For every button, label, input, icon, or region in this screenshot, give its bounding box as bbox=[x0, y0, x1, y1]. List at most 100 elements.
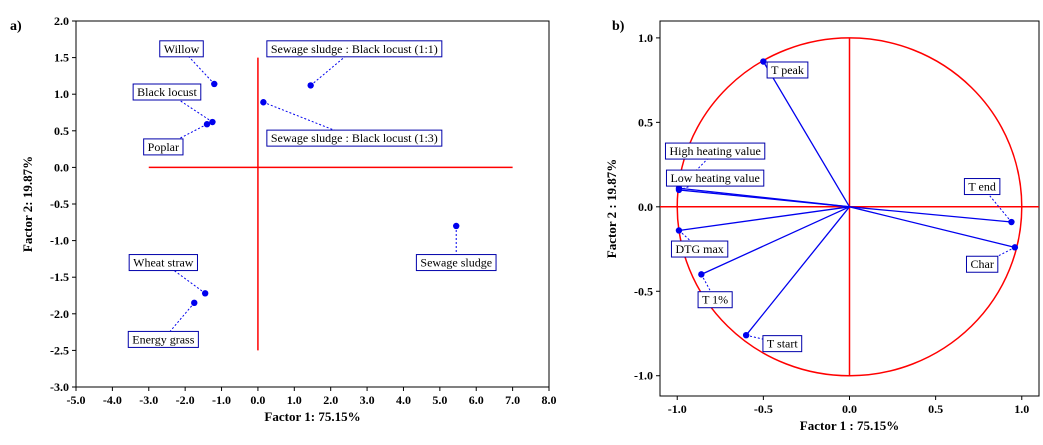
point-label-text: Char bbox=[970, 257, 993, 271]
loading-vector bbox=[701, 206, 850, 275]
panel-b: b) -1.0 -0.5 0.0 0.5 1.0 1.0 0.5 0.0 -0.5 -1.0 Fact… bbox=[604, 19, 1040, 433]
x-tick-label: 1.0 bbox=[287, 393, 302, 407]
data-point bbox=[209, 118, 216, 126]
point-label: Energy grass bbox=[127, 330, 199, 348]
x-tick-label: 6.0 bbox=[469, 393, 484, 407]
data-point bbox=[307, 82, 314, 89]
x-tick-label: 2.0 bbox=[323, 393, 338, 407]
point-label-text: Sewage sludge : Black locust (1:3) bbox=[271, 131, 438, 145]
y-axis-label: Factor 2 : 19.87% bbox=[604, 159, 619, 258]
loading-vector bbox=[678, 206, 850, 232]
data-point bbox=[191, 299, 198, 307]
y-tick-label: 0.0 bbox=[54, 160, 69, 174]
point-label: Sewage sludge : Black locust (1:3) bbox=[266, 129, 443, 147]
x-tick-label: -2.0 bbox=[176, 393, 195, 407]
point-label-text: Poplar bbox=[148, 140, 179, 154]
point-label-text: Sewage sludge bbox=[420, 256, 492, 270]
data-point bbox=[260, 99, 267, 106]
loading-vector bbox=[745, 206, 851, 336]
x-tick-label: -3.0 bbox=[139, 393, 158, 407]
data-point bbox=[742, 331, 750, 339]
y-axis-label: Factor 2: 19.87% bbox=[20, 156, 35, 252]
point-label-box bbox=[670, 240, 729, 258]
data-point bbox=[1008, 218, 1015, 226]
loading-vector bbox=[762, 61, 851, 208]
point-label-box bbox=[963, 178, 1001, 196]
loading-vector bbox=[849, 206, 1012, 223]
x-tick-label: 5.0 bbox=[432, 393, 447, 407]
data-point bbox=[675, 186, 683, 194]
point-label-box bbox=[128, 254, 198, 272]
x-tick-label: -1.0 bbox=[668, 402, 687, 416]
x-tick-label: 1.0 bbox=[1014, 402, 1029, 416]
point-label: Wheat straw bbox=[128, 254, 198, 272]
panel-label: b) bbox=[612, 19, 625, 34]
x-tick-label: 0.0 bbox=[250, 393, 265, 407]
y-tick-label: -0.5 bbox=[634, 284, 653, 298]
y-tick-label: -1.0 bbox=[634, 369, 653, 383]
x-tick-label: 0.5 bbox=[928, 402, 943, 416]
panel-a: a) -5.0 -4.0 -3.0 -2.0 -1.0 0.0 1.0 2.0 3.0 4.0 5.0… bbox=[10, 14, 557, 424]
x-tick-label: 7.0 bbox=[505, 393, 520, 407]
x-tick-label: 4.0 bbox=[396, 393, 411, 407]
x-tick-label: -4.0 bbox=[103, 393, 122, 407]
data-point bbox=[698, 271, 705, 278]
y-tick-label: -3.0 bbox=[50, 380, 69, 394]
x-tick-label: 3.0 bbox=[360, 393, 375, 407]
data-point bbox=[1011, 244, 1019, 251]
data-point bbox=[211, 80, 218, 88]
x-tick-label: 8.0 bbox=[542, 393, 557, 407]
point-label: Sewage sludge : Black locust (1:1) bbox=[266, 40, 443, 58]
point-label-text: Wheat straw bbox=[133, 256, 194, 270]
point-label-text: Energy grass bbox=[132, 332, 194, 346]
point-label: Poplar bbox=[143, 138, 184, 156]
x-axis-label: Factor 1 : 75.15% bbox=[800, 418, 899, 433]
y-tick-label: -0.5 bbox=[50, 197, 69, 211]
data-point bbox=[201, 290, 209, 297]
point-label: Char bbox=[965, 255, 999, 273]
label-leader bbox=[163, 262, 206, 294]
point-label: Low heating value bbox=[665, 169, 765, 187]
x-axis-label: Factor 1: 75.15% bbox=[264, 409, 360, 424]
point-label: High heating value bbox=[664, 142, 766, 160]
point-label-box bbox=[665, 169, 765, 187]
loading-vector bbox=[678, 189, 850, 208]
y-tick-label: 0.0 bbox=[638, 200, 653, 214]
point-label-box bbox=[266, 40, 443, 58]
point-label-text: T 1% bbox=[702, 293, 728, 307]
y-tick-label: -2.5 bbox=[50, 343, 69, 357]
y-tick-label: 1.0 bbox=[54, 87, 69, 101]
point-label: Sewage sludge bbox=[415, 254, 497, 272]
point-label: T start bbox=[762, 335, 803, 353]
point-label: Black locust bbox=[132, 83, 202, 101]
data-point bbox=[760, 58, 767, 65]
point-label: Willow bbox=[159, 40, 204, 58]
point-label-box bbox=[697, 291, 733, 309]
data-point bbox=[453, 222, 460, 230]
point-label-text: Low heating value bbox=[670, 171, 759, 185]
y-tick-label: 2.0 bbox=[54, 14, 69, 28]
point-label-text: Sewage sludge : Black locust (1:1) bbox=[271, 42, 438, 56]
point-label-box bbox=[143, 138, 184, 156]
y-tick-label: 0.5 bbox=[638, 115, 653, 129]
point-label-box bbox=[762, 335, 803, 353]
panel-label: a) bbox=[10, 19, 22, 34]
loading-vector bbox=[849, 206, 1016, 248]
point-label-text: DTG max bbox=[675, 242, 723, 256]
point-label: DTG max bbox=[670, 240, 729, 258]
y-tick-label: 1.0 bbox=[638, 31, 653, 45]
label-leader bbox=[678, 230, 700, 250]
data-point bbox=[203, 121, 211, 128]
label-leader bbox=[310, 48, 355, 86]
point-label: T 1% bbox=[697, 291, 733, 309]
y-tick-label: 0.5 bbox=[54, 124, 69, 138]
point-label-box bbox=[132, 83, 202, 101]
point-label-box bbox=[415, 254, 497, 272]
y-tick-label: -1.0 bbox=[50, 234, 69, 248]
y-tick-label: -1.5 bbox=[50, 270, 69, 284]
x-tick-label: -0.5 bbox=[754, 402, 773, 416]
y-tick-label: -2.0 bbox=[50, 307, 69, 321]
x-tick-label: 0.0 bbox=[842, 402, 857, 416]
point-label-box bbox=[766, 61, 809, 79]
